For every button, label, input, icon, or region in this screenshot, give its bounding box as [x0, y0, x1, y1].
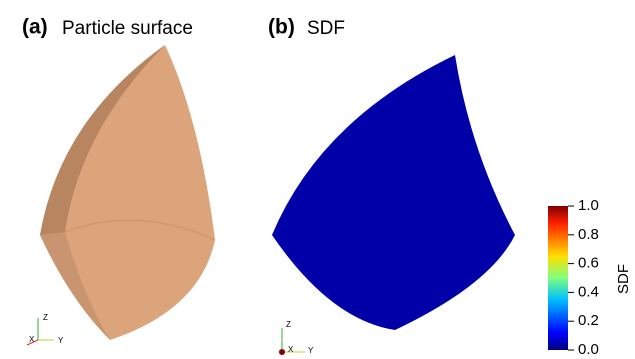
- axis-label: Y: [58, 336, 64, 345]
- tick-label: 0.8: [578, 226, 599, 243]
- colorbar-label: SDF: [615, 264, 632, 294]
- axis-label: Z: [286, 320, 291, 329]
- tick-label: 0.4: [578, 283, 599, 300]
- sdf-field: [272, 55, 515, 330]
- colorbar: [548, 206, 568, 350]
- axis-label: X: [288, 345, 294, 354]
- axes-triad: Z X Y: [27, 313, 64, 345]
- figure: (a) Particle surface Z X Y (b) SDF Z X Y: [0, 0, 635, 359]
- axis-label: X: [29, 335, 35, 344]
- colorbar-ticks: 1.0 0.8 0.6 0.4 0.2 0.0: [568, 197, 599, 358]
- tick-label: 1.0: [578, 197, 599, 214]
- axis-label: Z: [43, 313, 48, 322]
- panel-letter: (b): [268, 16, 295, 39]
- tick-label: 0.2: [578, 312, 599, 329]
- panel-title: Particle surface: [62, 18, 193, 39]
- panel-letter: (a): [22, 16, 48, 39]
- axis-label: Y: [308, 346, 314, 355]
- particle: [40, 45, 215, 340]
- tick-label: 0.6: [578, 255, 599, 272]
- axes-triad: Z X Y: [279, 320, 314, 355]
- panel-title: SDF: [307, 18, 345, 39]
- tick-label: 0.0: [578, 341, 599, 358]
